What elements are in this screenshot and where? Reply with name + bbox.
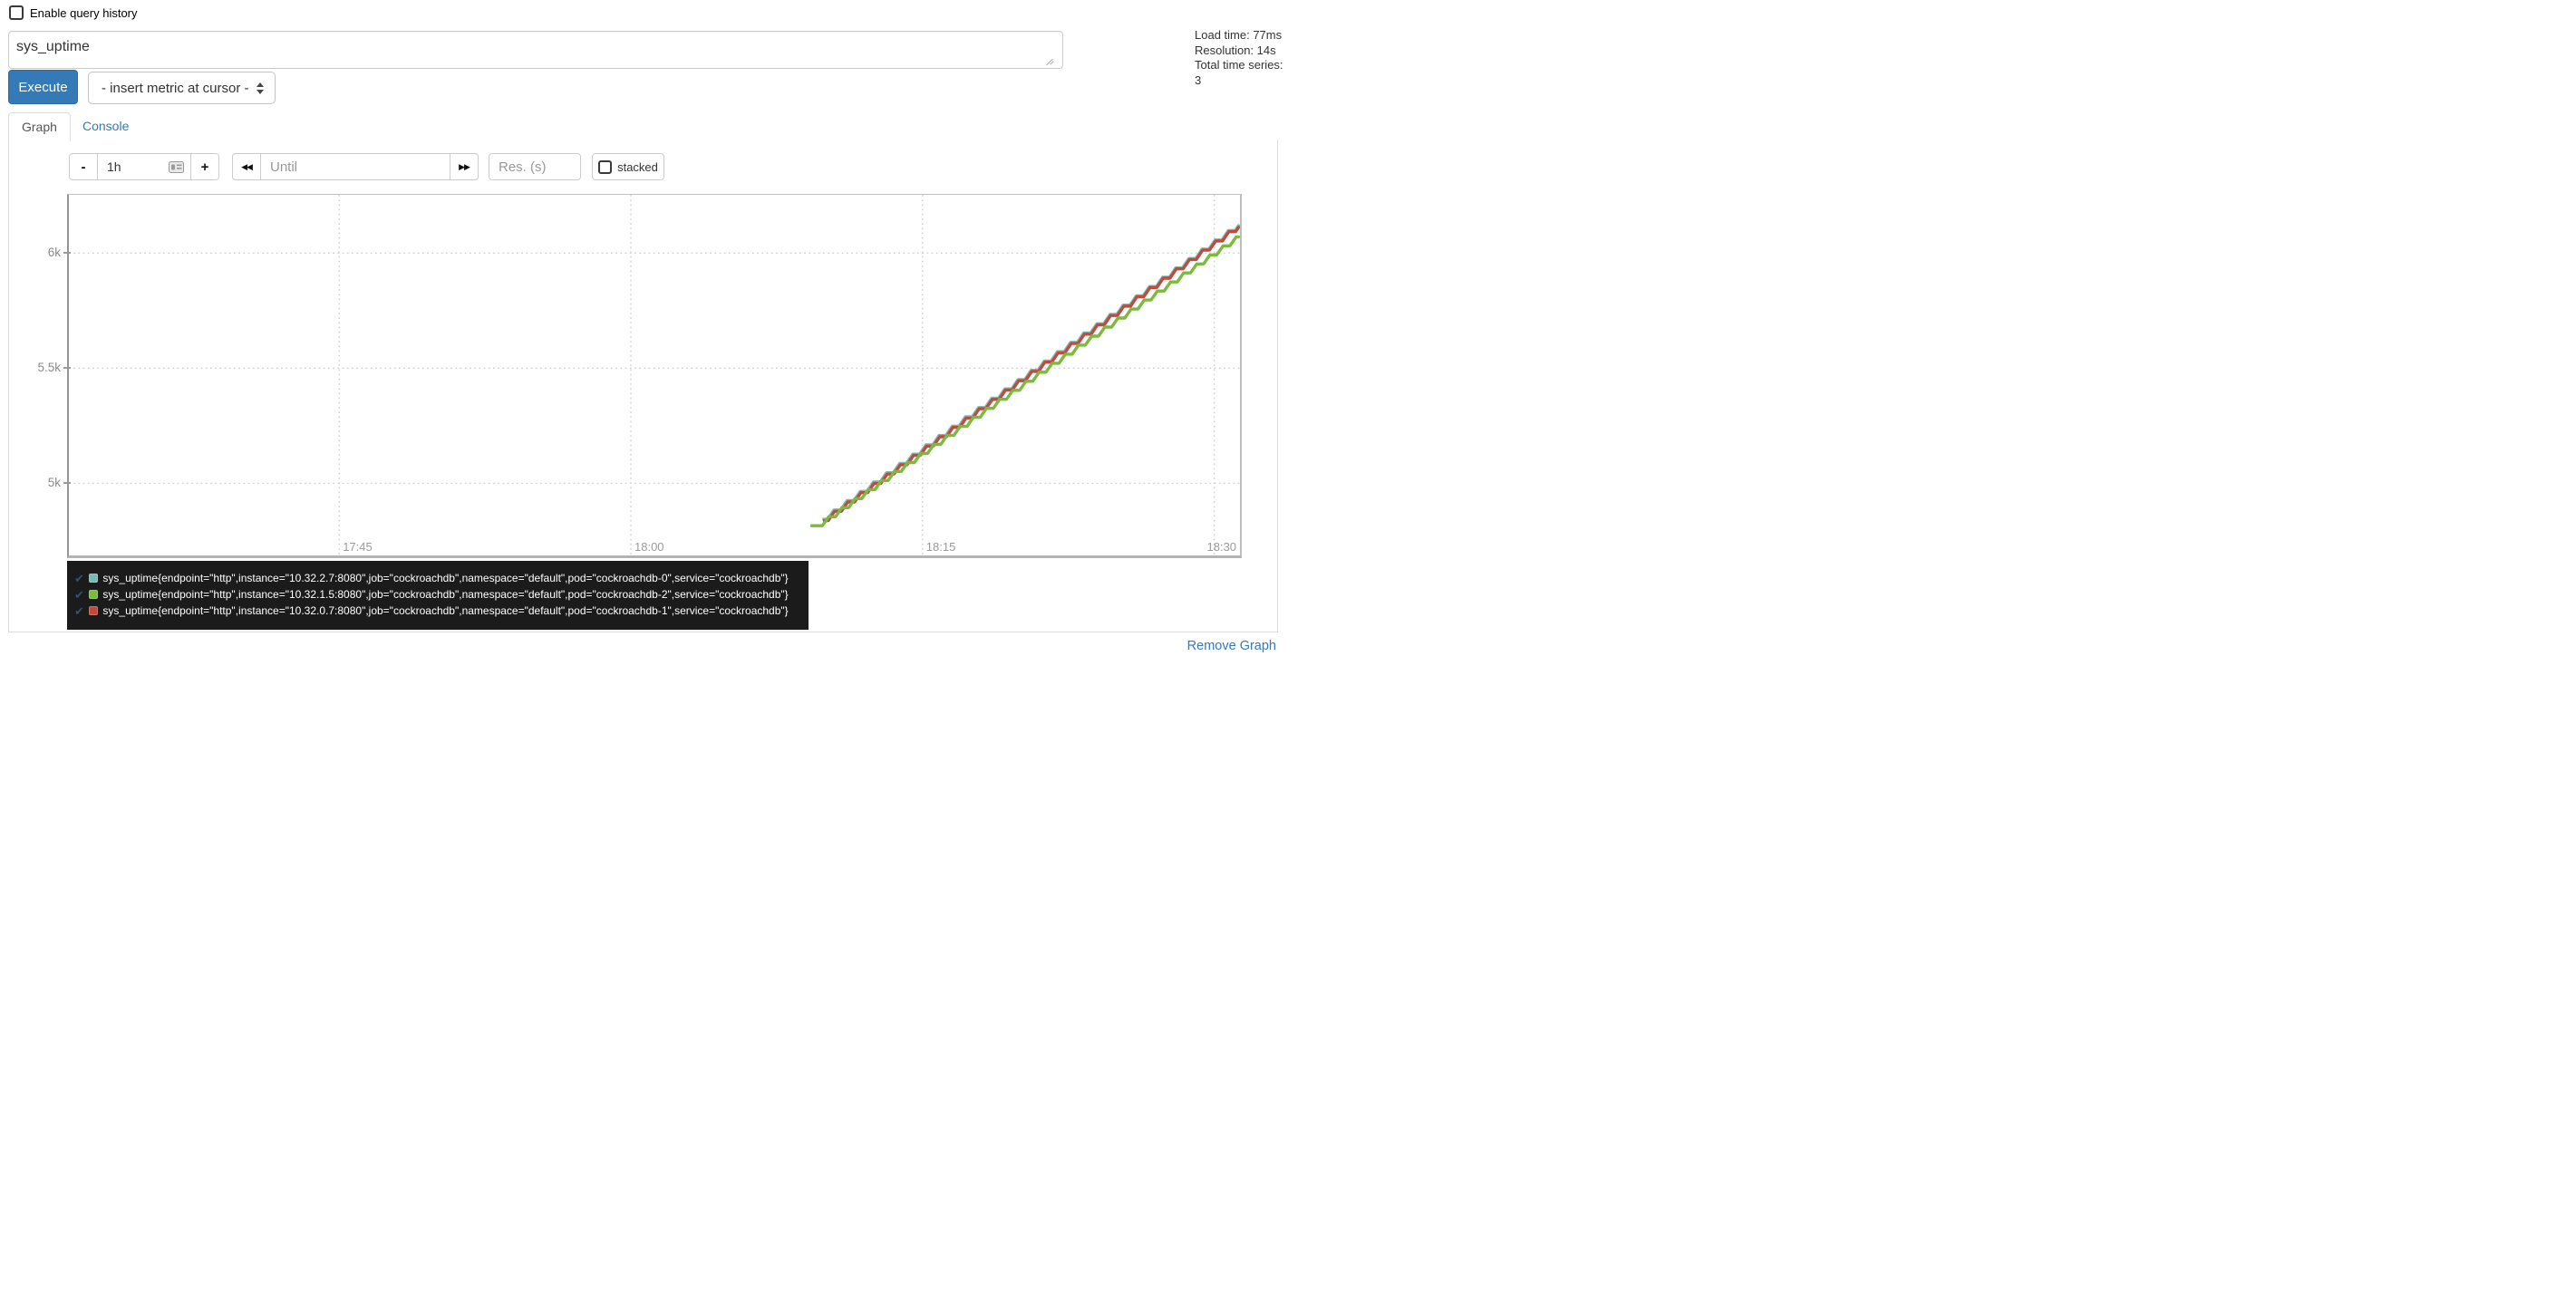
graph-panel: - + ◀◀ ▶▶ (8, 140, 1278, 632)
y-tick-label: 6k (47, 246, 61, 260)
execute-button[interactable]: Execute (8, 70, 78, 104)
series-swatch (88, 589, 99, 600)
resolution: Resolution: 14s (1195, 43, 1276, 57)
until-input-wrap (260, 153, 450, 180)
chart-legend: ✔ sys_uptime{endpoint="http",instance="10… (67, 561, 809, 630)
tab-console[interactable]: Console (82, 119, 130, 133)
until-input[interactable] (268, 158, 442, 176)
total-time-series: Total time series: 3 (1195, 58, 1283, 87)
resolution-input-wrap (489, 153, 581, 180)
stacked-toggle[interactable]: stacked (592, 153, 664, 180)
query-history-checkbox[interactable] (9, 5, 24, 20)
legend-label: sys_uptime{endpoint="http",instance="10.… (102, 604, 789, 617)
legend-check-icon: ✔ (74, 587, 84, 602)
rewind-icon: ◀◀ (241, 161, 253, 171)
series-swatch (88, 573, 99, 584)
forward-icon: ▶▶ (459, 161, 470, 171)
plot-area[interactable]: 5k 5.5k 6k 17:45 18:00 18:15 18:30 (37, 194, 1242, 558)
legend-label: sys_uptime{endpoint="http",instance="10.… (102, 588, 789, 601)
range-shrink-button[interactable]: - (69, 153, 98, 180)
legend-check-icon: ✔ (74, 571, 84, 585)
stacked-checkbox[interactable] (598, 159, 613, 174)
stacked-label: stacked (617, 159, 658, 174)
y-tick-mark (63, 367, 71, 370)
range-grow-button[interactable]: + (190, 153, 219, 180)
query-stats: Load time: 77ms Resolution: 14s Total ti… (1195, 28, 1288, 88)
query-history-toggle[interactable]: Enable query history (9, 5, 138, 20)
load-time: Load time: 77ms (1195, 28, 1283, 42)
tab-bar: Graph Console (8, 112, 1278, 141)
remove-graph-link[interactable]: Remove Graph (1186, 639, 1276, 653)
textarea-resize-grip-icon[interactable] (1044, 54, 1055, 66)
y-tick-label: 5.5k (37, 361, 61, 375)
resolution-input[interactable] (497, 158, 573, 176)
time-control-group: ◀◀ ▶▶ (232, 153, 479, 180)
select-arrows-icon (257, 82, 264, 94)
query-input[interactable]: sys_uptime (8, 31, 1063, 69)
x-tick-label: 18:00 (634, 540, 664, 554)
insert-metric-dropdown-value: - insert metric at cursor - (102, 80, 249, 96)
prometheus-expression-browser: Enable query history sys_uptime Load tim… (0, 0, 1288, 656)
series-swatch (88, 605, 99, 616)
forward-button[interactable]: ▶▶ (450, 153, 479, 180)
x-tick-label: 18:30 (1206, 540, 1237, 554)
y-tick-mark (63, 252, 71, 255)
range-input-wrap (97, 153, 191, 180)
series-line-cockroachdb-1 (822, 226, 1240, 523)
legend-item[interactable]: ✔ sys_uptime{endpoint="http",instance="10… (74, 586, 809, 603)
x-tick-label: 18:15 (925, 540, 956, 554)
x-tick-label: 17:45 (343, 540, 373, 554)
insert-metric-dropdown[interactable]: - insert metric at cursor - (88, 72, 276, 104)
range-input[interactable] (105, 159, 183, 175)
rewind-button[interactable]: ◀◀ (232, 153, 261, 180)
legend-label: sys_uptime{endpoint="http",instance="10.… (102, 572, 789, 584)
tab-graph[interactable]: Graph (8, 112, 71, 141)
legend-item[interactable]: ✔ sys_uptime{endpoint="http",instance="10… (74, 570, 809, 586)
date-picker-icon (169, 161, 184, 173)
series-line-cockroachdb-2 (809, 235, 1240, 527)
range-control-group: - + (69, 153, 219, 180)
chart-canvas (69, 195, 1240, 555)
query-history-label: Enable query history (30, 5, 138, 20)
legend-check-icon: ✔ (74, 603, 84, 618)
legend-item[interactable]: ✔ sys_uptime{endpoint="http",instance="10… (74, 603, 809, 619)
y-tick-mark (63, 482, 71, 485)
y-tick-label: 5k (47, 476, 61, 490)
